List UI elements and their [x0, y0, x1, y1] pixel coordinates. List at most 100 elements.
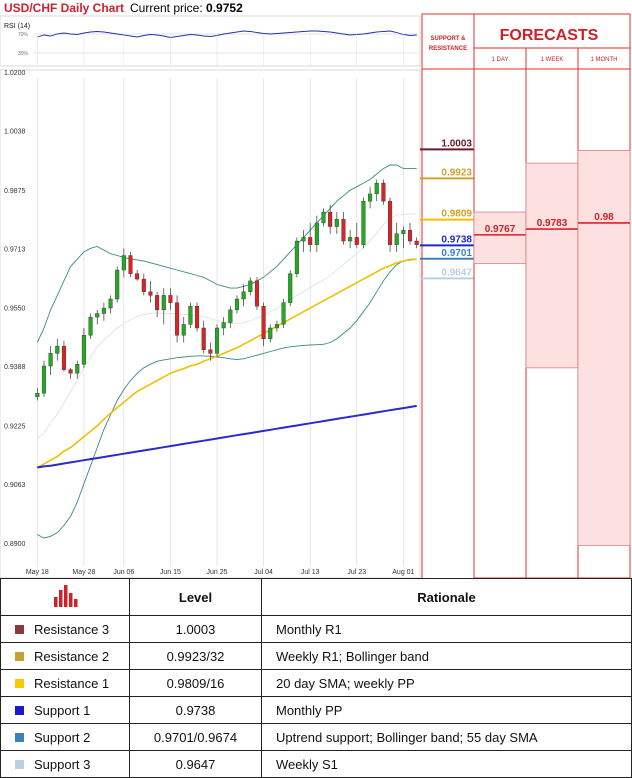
level-label: 0.9701 [441, 248, 472, 259]
swatch-icon [15, 759, 24, 769]
price-frame [0, 69, 421, 578]
row-name: Resistance 1 [34, 675, 110, 691]
candle-body [354, 237, 359, 245]
table-row: Support 2 0.9701/0.9674 Uptrend support;… [0, 723, 632, 751]
row-rationale: Weekly R1; Bollinger band [261, 642, 632, 670]
forecast-value-label: 0.9783 [537, 218, 568, 229]
row-level: 0.9738 [129, 696, 262, 724]
level-label: 0.9923 [441, 167, 472, 178]
candle-body [234, 298, 240, 311]
row-rationale: 20 day SMA; weekly PP [261, 669, 632, 697]
candle-body [361, 200, 366, 245]
forecast-column-label: 1 DAY [492, 57, 509, 63]
candle-body [228, 309, 233, 323]
y-tick-label: 1.0038 [4, 129, 26, 136]
sr-header-box [421, 13, 475, 70]
candle-body [195, 306, 200, 329]
candle-body [334, 219, 339, 227]
candle-body [161, 295, 166, 311]
candle-body [95, 313, 100, 318]
sr-title-line-1: SUPPORT & [430, 36, 466, 42]
current-price-label: Current price: [130, 1, 203, 15]
candle-body [181, 324, 186, 336]
x-tick-label: Aug 01 [392, 569, 414, 576]
forecast-range-band [525, 162, 579, 369]
table-row: Support 3 0.9647 Weekly S1 [0, 750, 632, 778]
candles [35, 179, 419, 401]
x-tick-label: May 28 [72, 569, 95, 576]
candle-body [141, 278, 146, 292]
rsi-lower-label: 30% [18, 51, 29, 57]
candle-body [48, 353, 53, 367]
row-level: 0.9647 [129, 750, 262, 778]
rsi-upper-label: 70% [18, 32, 29, 38]
candle-body [241, 291, 246, 300]
sma-yellow-line [36, 258, 417, 469]
candle-body [81, 335, 86, 365]
forecast-value-label: 0.98 [594, 212, 614, 223]
y-axis-ticks: 0.8900 0.9063 0.9225 0.9388 0.9550 0.9713 0.98… [4, 70, 26, 548]
swatch-icon [15, 624, 24, 634]
y-tick-label: 0.9388 [4, 364, 26, 371]
grid [37, 34, 404, 566]
y-tick-label: 0.9063 [4, 482, 26, 489]
candle-body [308, 237, 313, 245]
candle-body [61, 345, 66, 370]
sr-title-line-2: RESISTANCE [429, 46, 467, 52]
forecasts-header-box [473, 13, 631, 49]
rsi-frame [0, 15, 421, 67]
indicators [36, 164, 417, 539]
swatch-icon [15, 705, 24, 715]
swatch-icon [15, 678, 24, 688]
forecasts-panel: FORECASTS 1 DAY 0.9767 1 WEEK 0.9783 1 MONTH… [473, 13, 631, 578]
rsi-line [37, 30, 417, 38]
candle-body [281, 302, 286, 325]
level-label: 0.9738 [441, 234, 472, 245]
candle-body [381, 182, 386, 202]
candle-body [128, 255, 133, 274]
level-label: 0.9809 [441, 209, 472, 220]
x-tick-label: Jun 25 [207, 569, 228, 576]
x-tick-label: Jun 15 [160, 569, 181, 576]
chart-title: USD/CHF Daily Chart [4, 1, 125, 15]
row-name: Support 2 [34, 729, 91, 745]
candle-body [115, 269, 120, 300]
candle-body [288, 273, 293, 303]
candle-body [368, 193, 373, 202]
candle-body [401, 229, 406, 234]
candle-body [168, 295, 173, 303]
candle-body [274, 324, 279, 329]
bollinger-lower-line [37, 258, 417, 539]
candle-body [314, 222, 319, 245]
support-resistance-panel: SUPPORT & RESISTANCE 1.0003 0.9923 0.9809 0… [420, 13, 475, 578]
candle-body [35, 393, 40, 398]
rationale-column-header: Rationale [261, 578, 632, 616]
candle-body [221, 322, 226, 329]
rsi-panel: RSI (14) 70% 30% [0, 15, 421, 67]
y-tick-label: 0.9225 [4, 423, 26, 430]
candle-body [407, 229, 413, 242]
candle-body [214, 327, 220, 354]
forecast-column [473, 47, 527, 578]
row-rationale: Monthly PP [261, 696, 632, 724]
candle-body [101, 307, 106, 314]
levels-table: Level Rationale Resistance 3 1.0003 Mont… [0, 578, 632, 778]
forecasts-title: FORECASTS [500, 27, 599, 44]
candle-body [88, 316, 93, 336]
price-panel: 0.8900 0.9063 0.9225 0.9388 0.9550 0.9713 0.98… [0, 34, 421, 578]
chart-logo-cell [0, 578, 130, 616]
table-row: Resistance 3 1.0003 Monthly R1 [0, 615, 632, 643]
candle-body [248, 280, 253, 292]
x-axis-ticks: May 18 May 28 Jun 06 Jun 15 Jun 25 Jul 04 Jul … [26, 569, 415, 576]
x-tick-label: Jul 13 [301, 569, 320, 576]
x-tick-label: Jul 04 [254, 569, 273, 576]
forecast-range-band [577, 150, 631, 546]
candle-body [414, 240, 419, 245]
row-name: Support 3 [34, 756, 91, 772]
candle-body [121, 255, 126, 271]
candle-body [261, 306, 266, 340]
candle-body [148, 291, 153, 296]
swatch-icon [15, 732, 24, 742]
candle-body [374, 182, 379, 195]
candle-body [41, 365, 47, 394]
